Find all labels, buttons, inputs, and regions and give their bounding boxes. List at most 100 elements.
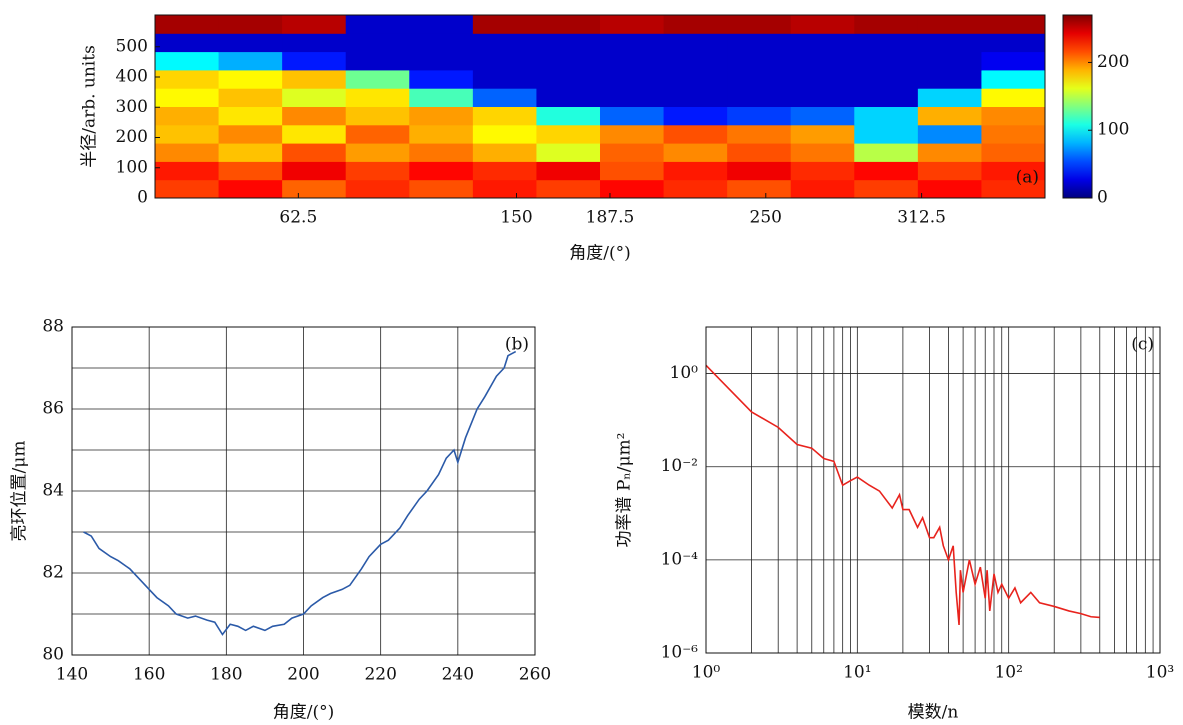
panel-label: (a) [1016, 168, 1039, 188]
heatmap-cell [791, 70, 855, 89]
x-tick-label: 260 [519, 665, 551, 685]
heatmap-cell [918, 143, 982, 162]
heatmap-cell [791, 161, 855, 180]
heatmap-cell [409, 52, 473, 71]
heatmap-cell [981, 52, 1045, 71]
heatmap-cell [409, 15, 473, 34]
heatmap-cell [346, 125, 410, 144]
heatmap-cell [473, 52, 537, 71]
y-tick-label: 10⁰ [670, 363, 699, 383]
x-tick-label: 10⁰ [692, 663, 721, 683]
heatmap-cell [854, 88, 918, 107]
heatmap-cell [536, 180, 600, 199]
y-tick-label: 0 [137, 188, 148, 208]
heatmap-cell [536, 70, 600, 89]
heatmap-cell [536, 15, 600, 34]
heatmap-cell [727, 143, 791, 162]
heatmap-cell [727, 15, 791, 34]
heatmap-cell [727, 107, 791, 126]
heatmap-cell [664, 143, 728, 162]
y-tick-label: 200 [116, 127, 148, 147]
heatmap-cell [918, 125, 982, 144]
x-axis-label: 模数/n [908, 703, 959, 723]
heatmap-cell [727, 33, 791, 52]
y-tick-label: 88 [42, 317, 64, 337]
heatmap-cell [219, 52, 283, 71]
heatmap-cell [600, 33, 664, 52]
x-axis-label: 角度/(°) [273, 703, 335, 723]
y-tick-label: 86 [42, 399, 64, 419]
x-tick-label: 10¹ [843, 663, 871, 683]
heatmap-cell [918, 70, 982, 89]
heatmap-cell [727, 70, 791, 89]
heatmap-cell [918, 107, 982, 126]
heatmap-cell [155, 70, 219, 89]
heatmap-cell [155, 180, 219, 199]
x-tick-label: 10³ [1146, 663, 1174, 683]
heatmap-cell [219, 125, 283, 144]
heatmap-cell [664, 88, 728, 107]
y-tick-label: 400 [116, 67, 148, 87]
heatmap-cell [854, 161, 918, 180]
heatmap-cell [346, 107, 410, 126]
x-tick-label: 150 [500, 208, 532, 228]
heatmap-cell [854, 33, 918, 52]
heatmap-cell [536, 125, 600, 144]
heatmap-cell [219, 107, 283, 126]
y-tick-label: 300 [116, 97, 148, 117]
heatmap-cell [282, 125, 346, 144]
heatmap-cell [473, 125, 537, 144]
x-axis-label: 角度/(°) [569, 244, 631, 264]
heatmap-cell [918, 88, 982, 107]
heatmap-cell [536, 88, 600, 107]
heatmap-cell [854, 107, 918, 126]
heatmap-cell [664, 15, 728, 34]
x-tick-label: 10² [994, 663, 1022, 683]
heatmap-cell [346, 52, 410, 71]
heatmap-cell [600, 52, 664, 71]
heatmap-cell [155, 88, 219, 107]
x-tick-label: 187.5 [586, 208, 635, 228]
heatmap-cell [409, 88, 473, 107]
heatmap-cell [473, 161, 537, 180]
heatmap-cell [219, 88, 283, 107]
heatmap-cell [727, 88, 791, 107]
heatmap-cell [981, 143, 1045, 162]
heatmap-cell [791, 88, 855, 107]
heatmap-cell [282, 143, 346, 162]
heatmap-cell [536, 143, 600, 162]
heatmap-cell [854, 52, 918, 71]
heatmap-cell [219, 70, 283, 89]
heatmap-cell [600, 143, 664, 162]
heatmap-cell [791, 125, 855, 144]
colorbar [1063, 15, 1092, 198]
heatmap-cell [664, 70, 728, 89]
y-tick-label: 10⁻⁶ [661, 643, 699, 663]
y-tick-label: 100 [116, 157, 148, 177]
y-axis-label: 半径/arb. units [80, 45, 100, 168]
y-tick-label: 82 [42, 563, 64, 583]
x-tick-label: 200 [287, 665, 319, 685]
heatmap-cell [219, 33, 283, 52]
x-tick-label: 180 [210, 665, 242, 685]
x-tick-label: 62.5 [279, 208, 317, 228]
heatmap-cell [536, 52, 600, 71]
heatmap-cell [600, 107, 664, 126]
heatmap-cell [282, 15, 346, 34]
heatmap-cell [282, 161, 346, 180]
heatmap-cell [409, 107, 473, 126]
heatmap-cell [155, 52, 219, 71]
y-axis-label: 功率谱 Pₙ/μm² [615, 433, 635, 548]
y-tick-label: 84 [42, 481, 64, 501]
heatmap-cell [791, 107, 855, 126]
heatmap-cell [918, 33, 982, 52]
heatmap-cell [473, 180, 537, 199]
heatmap-cell [727, 52, 791, 71]
heatmap-cell [600, 88, 664, 107]
heatmap-cell [219, 15, 283, 34]
heatmap-cell [536, 33, 600, 52]
heatmap-cell [282, 70, 346, 89]
heatmap-cell [727, 125, 791, 144]
heatmap-cell [918, 180, 982, 199]
heatmap-cell [981, 33, 1045, 52]
